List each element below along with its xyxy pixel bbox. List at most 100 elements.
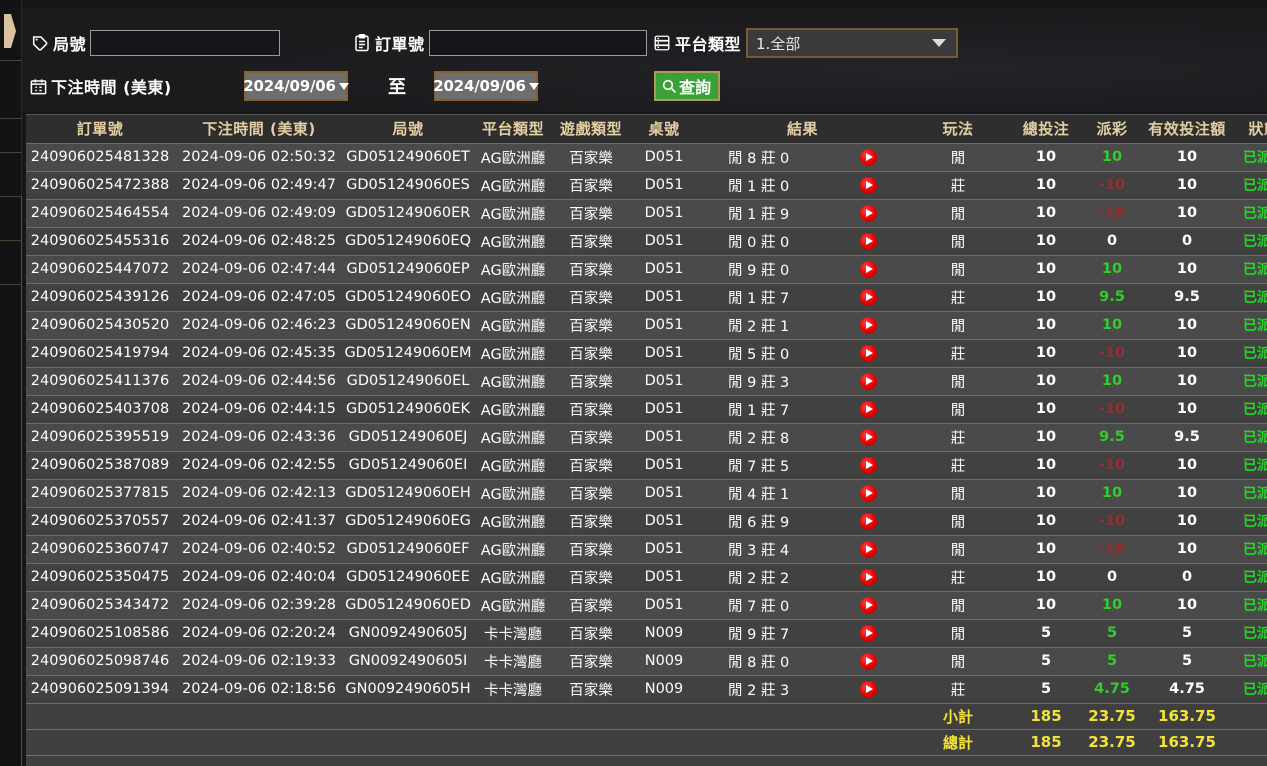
play-replay-icon[interactable]	[860, 568, 877, 586]
status-badge: 已派彩	[1231, 367, 1267, 396]
payout-cell: -10	[1081, 535, 1143, 564]
col-play-type[interactable]: 玩法	[905, 115, 1011, 144]
order-no-label: 訂單號	[375, 35, 425, 54]
round-no-label: 局號	[53, 35, 87, 54]
play-replay-icon[interactable]	[860, 456, 877, 474]
play-replay-icon[interactable]	[860, 484, 877, 502]
summary-empty-cell	[344, 703, 472, 730]
play-replay-icon[interactable]	[860, 316, 877, 334]
play-replay-icon[interactable]	[860, 176, 877, 194]
play-replay-icon[interactable]	[860, 680, 877, 698]
play-type-cell: 閒	[905, 591, 1011, 620]
play-replay-icon[interactable]	[860, 428, 877, 446]
payout-cell: 10	[1081, 143, 1143, 172]
col-valid-bet[interactable]: 有效投注額	[1143, 115, 1231, 144]
total-bet-cell: 10	[1011, 395, 1081, 424]
table-row[interactable]: 240906025411376 2024-09-06 02:44:56 GD0512…	[26, 367, 1267, 396]
table-row[interactable]: 240906025360747 2024-09-06 02:40:52 GD0512…	[26, 535, 1267, 564]
play-replay-icon[interactable]	[860, 260, 877, 278]
play-replay-icon[interactable]	[860, 596, 877, 614]
result-cell: 閒 1 莊 9	[700, 199, 905, 228]
date-from-picker[interactable]: 2024/09/06	[243, 70, 349, 102]
table-row[interactable]: 240906025455316 2024-09-06 02:48:25 GD0512…	[26, 227, 1267, 256]
play-replay-icon[interactable]	[860, 540, 877, 558]
table-row[interactable]: 240906025098746 2024-09-06 02:19:33 GN0092…	[26, 647, 1267, 676]
play-replay-icon[interactable]	[860, 372, 877, 390]
round-no-cell: GD051249060EQ	[344, 227, 472, 256]
order-no-input[interactable]	[428, 30, 647, 56]
round-no-cell: GD051249060EJ	[344, 423, 472, 452]
table-no-cell: D051	[628, 311, 700, 340]
table-no-cell: N009	[628, 675, 700, 704]
table-no-cell: D051	[628, 563, 700, 592]
table-row[interactable]: 240906025395519 2024-09-06 02:43:36 GD0512…	[26, 423, 1267, 452]
table-row[interactable]: 240906025343472 2024-09-06 02:39:28 GD0512…	[26, 591, 1267, 620]
result-text: 閒 7 莊 5	[728, 458, 790, 475]
game-type-cell: 百家樂	[554, 675, 628, 704]
table-row[interactable]: 240906025370557 2024-09-06 02:41:37 GD0512…	[26, 507, 1267, 536]
order-no-cell: 240906025419794	[26, 339, 174, 368]
col-total-bet[interactable]: 總投注	[1011, 115, 1081, 144]
bet-time-cell: 2024-09-06 02:19:33	[174, 647, 344, 676]
table-no-cell: D051	[628, 283, 700, 312]
play-replay-icon[interactable]	[860, 624, 877, 642]
table-row[interactable]: 240906025439126 2024-09-06 02:47:05 GD0512…	[26, 283, 1267, 312]
col-payout[interactable]: 派彩	[1081, 115, 1143, 144]
col-round-no[interactable]: 局號	[344, 115, 472, 144]
platform-type-cell: AG歐洲廳	[472, 227, 554, 256]
game-type-cell: 百家樂	[554, 311, 628, 340]
total-bet-cell: 10	[1011, 199, 1081, 228]
search-icon	[661, 78, 677, 94]
play-replay-icon[interactable]	[860, 344, 877, 362]
round-no-cell: GD051249060EN	[344, 311, 472, 340]
result-cell: 閒 9 莊 3	[700, 367, 905, 396]
table-row[interactable]: 240906025377815 2024-09-06 02:42:13 GD0512…	[26, 479, 1267, 508]
total-row-payout: 23.75	[1081, 729, 1143, 756]
play-replay-icon[interactable]	[860, 204, 877, 222]
col-platform-type[interactable]: 平台類型	[472, 115, 554, 144]
payout-cell: 10	[1081, 479, 1143, 508]
table-row[interactable]: 240906025108586 2024-09-06 02:20:24 GN0092…	[26, 619, 1267, 648]
play-replay-icon[interactable]	[860, 148, 877, 166]
order-no-cell: 240906025360747	[26, 535, 174, 564]
col-game-type[interactable]: 遊戲類型	[554, 115, 628, 144]
table-row[interactable]: 240906025387089 2024-09-06 02:42:55 GD0512…	[26, 451, 1267, 480]
play-replay-icon[interactable]	[860, 288, 877, 306]
table-row[interactable]: 240906025447072 2024-09-06 02:47:44 GD0512…	[26, 255, 1267, 284]
play-replay-icon[interactable]	[860, 400, 877, 418]
payout-cell: -10	[1081, 395, 1143, 424]
col-bet-time[interactable]: 下注時間 (美東)	[174, 115, 344, 144]
table-row[interactable]: 240906025472388 2024-09-06 02:49:47 GD0512…	[26, 171, 1267, 200]
platform-type-select[interactable]: 1.全部	[746, 28, 959, 58]
round-no-input[interactable]	[90, 30, 281, 56]
payout-cell: 0	[1081, 563, 1143, 592]
play-replay-icon[interactable]	[860, 512, 877, 530]
valid-bet-cell: 5	[1143, 647, 1231, 676]
result-cell: 閒 2 莊 1	[700, 311, 905, 340]
table-row[interactable]: 240906025091394 2024-09-06 02:18:56 GN0092…	[26, 675, 1267, 704]
sidebar-expand-arrow-icon[interactable]	[4, 14, 16, 48]
order-no-cell: 240906025430520	[26, 311, 174, 340]
table-row[interactable]: 240906025403708 2024-09-06 02:44:15 GD0512…	[26, 395, 1267, 424]
col-order-no[interactable]: 訂單號	[26, 115, 174, 144]
table-row[interactable]: 240906025419794 2024-09-06 02:45:35 GD0512…	[26, 339, 1267, 368]
round-no-cell: GD051249060EE	[344, 563, 472, 592]
platform-type-cell: AG歐洲廳	[472, 395, 554, 424]
table-row[interactable]: 240906025430520 2024-09-06 02:46:23 GD0512…	[26, 311, 1267, 340]
summary-empty-cell	[700, 729, 905, 756]
col-table-no[interactable]: 桌號	[628, 115, 700, 144]
status-badge: 已派彩	[1231, 563, 1267, 592]
query-button[interactable]: 查詢	[654, 70, 721, 102]
col-result[interactable]: 結果	[700, 115, 905, 144]
table-row[interactable]: 240906025481328 2024-09-06 02:50:32 GD0512…	[26, 143, 1267, 172]
table-row[interactable]: 240906025464554 2024-09-06 02:49:09 GD0512…	[26, 199, 1267, 228]
platform-type-cell: AG歐洲廳	[472, 451, 554, 480]
col-status[interactable]: 狀態	[1231, 115, 1267, 144]
date-to-picker[interactable]: 2024/09/06	[433, 70, 539, 102]
table-row[interactable]: 240906025350475 2024-09-06 02:40:04 GD0512…	[26, 563, 1267, 592]
status-badge: 已派彩	[1231, 255, 1267, 284]
play-replay-icon[interactable]	[860, 652, 877, 670]
list-icon	[652, 33, 672, 53]
bet-time-cell: 2024-09-06 02:42:55	[174, 451, 344, 480]
play-replay-icon[interactable]	[860, 232, 877, 250]
